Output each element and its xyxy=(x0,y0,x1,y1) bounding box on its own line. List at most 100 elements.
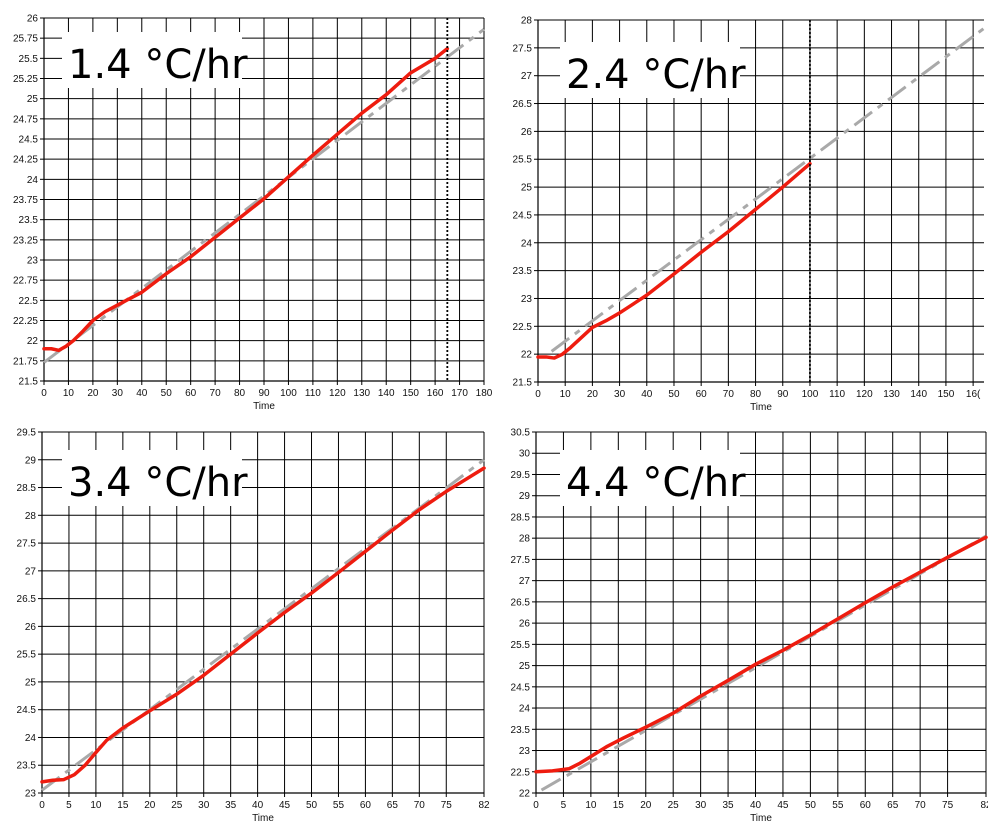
y-tick-label: 22 xyxy=(519,789,531,800)
y-tick-label: 25.25 xyxy=(13,74,38,85)
x-tick-label: 130 xyxy=(353,388,370,399)
y-tick-label: 26.5 xyxy=(17,594,37,605)
x-tick-label: 80 xyxy=(750,389,762,400)
x-tick-label: 90 xyxy=(258,388,270,399)
y-tick-label: 24.5 xyxy=(17,705,37,716)
x-tick-label: 150 xyxy=(402,388,419,399)
y-tick-label: 25.5 xyxy=(511,640,531,651)
x-tick-label: 65 xyxy=(387,800,399,811)
y-tick-label: 26.5 xyxy=(511,597,531,608)
x-tick-label: 60 xyxy=(860,800,872,811)
x-tick-label: 70 xyxy=(414,800,426,811)
x-tick-label: 30 xyxy=(614,389,626,400)
chart-panel-3-4-rate: 0 5 10 15 20 25 30 35 40 45 50 55 60 65 70 75 82 23 23.5 24… xyxy=(0,414,494,828)
y-tick-label: 23.5 xyxy=(19,215,39,226)
x-tick-label: 40 xyxy=(750,800,762,811)
measured-temperature-series xyxy=(40,466,486,784)
x-tick-label: 70 xyxy=(915,800,927,811)
y-tick-label: 24 xyxy=(521,238,533,249)
y-tick-label: 24.25 xyxy=(13,155,38,166)
y-tick-label: 25.5 xyxy=(513,155,533,166)
x-tick-label: 170 xyxy=(451,388,468,399)
x-tick-label: 120 xyxy=(856,389,873,400)
y-tick-label: 23 xyxy=(521,294,533,305)
x-tick-label: 110 xyxy=(305,388,321,399)
x-tick-label: 110 xyxy=(829,389,845,400)
y-tick-label: 23 xyxy=(27,256,39,267)
x-tick-label: 10 xyxy=(585,800,597,811)
rate-label-box xyxy=(560,42,740,98)
x-tick-label: 82 xyxy=(980,800,988,811)
x-tick-label: 70 xyxy=(210,388,222,399)
chart-svg: 0 10 20 30 40 50 60 70 80 90 100 110 120 130 140 150 160… xyxy=(13,14,493,413)
x-tick-label: 150 xyxy=(938,389,955,400)
y-tick-label: 30 xyxy=(519,449,531,460)
y-tick-label: 25.5 xyxy=(19,54,39,65)
x-tick-label: 20 xyxy=(87,388,99,399)
y-tick-label: 24 xyxy=(519,704,531,715)
y-tick-label: 26 xyxy=(25,622,37,633)
x-tick-label: 10 xyxy=(90,800,102,811)
fit-line-series xyxy=(550,27,985,353)
y-tick-label: 23 xyxy=(519,746,531,757)
y-tick-label: 25.5 xyxy=(17,650,37,661)
y-tick-label: 25 xyxy=(519,661,531,672)
rate-label: 4.4 °C/hr xyxy=(566,460,746,506)
y-tick-label: 23.5 xyxy=(513,266,533,277)
x-tick-label: 40 xyxy=(136,388,148,399)
y-tick-label: 21.5 xyxy=(19,377,39,388)
x-tick-label: 20 xyxy=(144,800,156,811)
chart-panel-4-4-rate: 0 5 10 15 20 25 30 35 40 45 50 55 60 65 70 75 82 22 22.5 23… xyxy=(494,414,988,828)
y-tick-label: 27.5 xyxy=(513,43,533,54)
y-tick-label: 22 xyxy=(27,336,39,347)
y-tick-label: 28 xyxy=(25,511,37,522)
x-tick-label: 82 xyxy=(478,800,490,811)
y-tick-label: 28 xyxy=(521,16,533,27)
chart-svg: 0 10 20 30 40 50 60 70 80 90 100 110 120 130 140 150 16(… xyxy=(513,16,985,413)
y-tick-label: 26 xyxy=(521,127,533,138)
y-tick-label: 30.5 xyxy=(511,428,531,439)
x-tick-label: 50 xyxy=(805,800,817,811)
rate-label: 3.4 °C/hr xyxy=(68,460,248,506)
y-tick-label: 23.5 xyxy=(511,725,531,736)
y-tick-label: 29.5 xyxy=(17,428,37,439)
x-tick-label: 80 xyxy=(234,388,246,399)
y-tick-label: 21.75 xyxy=(13,356,38,367)
y-tick-label: 24.75 xyxy=(13,114,38,125)
y-tick-label: 22.75 xyxy=(13,276,38,287)
y-tick-label: 22.5 xyxy=(19,296,39,307)
x-tick-label: 180 xyxy=(476,388,493,399)
chart-panel-2-4-rate: 0 10 20 30 40 50 60 70 80 90 100 110 120 130 140 150 16(… xyxy=(494,0,988,414)
x-tick-label: 60 xyxy=(360,800,372,811)
y-tick-label: 25 xyxy=(25,677,37,688)
y-tick-label: 25.75 xyxy=(13,34,38,45)
x-tick-label: 40 xyxy=(252,800,264,811)
x-tick-label: 75 xyxy=(441,800,453,811)
x-tick-label: 130 xyxy=(883,389,900,400)
x-tick-label: 30 xyxy=(198,800,210,811)
y-tick-label: 25 xyxy=(521,183,533,194)
x-axis-label: Time xyxy=(253,401,275,412)
x-tick-label: 25 xyxy=(171,800,183,811)
y-tick-label: 24.5 xyxy=(511,682,531,693)
x-tick-label: 60 xyxy=(185,388,197,399)
y-tick-label: 21.5 xyxy=(513,378,533,389)
y-tick-label: 27 xyxy=(25,566,37,577)
y-tick-label: 27.5 xyxy=(511,555,531,566)
y-tick-label: 24.5 xyxy=(513,210,533,221)
x-tick-label: 15 xyxy=(613,800,625,811)
y-tick-label: 26.5 xyxy=(513,99,533,110)
x-tick-label: 0 xyxy=(39,800,45,811)
chart-svg: 0 5 10 15 20 25 30 35 40 45 50 55 60 65 70 75 82 23 23.5 24… xyxy=(17,428,490,825)
rate-label: 1.4 °C/hr xyxy=(68,42,248,88)
x-tick-label: 20 xyxy=(587,389,599,400)
x-tick-label: 60 xyxy=(696,389,708,400)
y-tick-label: 24.5 xyxy=(19,135,39,146)
y-tick-label: 22.5 xyxy=(511,767,531,778)
x-tick-label: 45 xyxy=(777,800,789,811)
x-tick-label: 20 xyxy=(640,800,652,811)
y-tick-label: 23.75 xyxy=(13,195,38,206)
x-tick-label: 0 xyxy=(535,389,541,400)
y-tick-label: 27 xyxy=(521,71,533,82)
y-tick-label: 28 xyxy=(519,534,531,545)
